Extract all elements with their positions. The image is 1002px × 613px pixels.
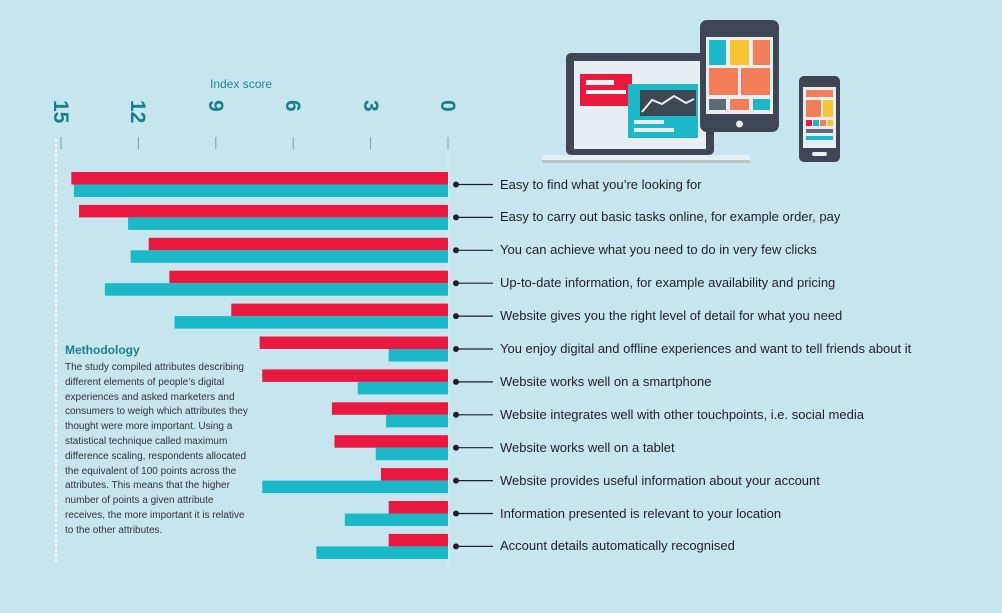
category-label: Website provides useful information abou… — [500, 472, 820, 488]
bar-red — [262, 369, 448, 382]
bar-teal — [316, 546, 448, 559]
category-label: Website works well on a tablet — [500, 439, 675, 455]
bar-teal — [388, 349, 448, 362]
bar-red — [334, 435, 448, 448]
bar-teal — [104, 283, 449, 296]
bar-red — [380, 468, 448, 481]
bar-red — [388, 533, 448, 547]
bar-teal — [130, 250, 448, 263]
bar-teal — [174, 316, 448, 329]
category-label: Up-to-date information, for example avai… — [500, 275, 836, 291]
laptop-icon — [542, 53, 750, 163]
category-label: Information presented is relevant to you… — [500, 505, 782, 521]
bar-teal — [386, 414, 448, 428]
methodology-title: Methodology — [65, 343, 140, 357]
axis-title: Index score — [210, 77, 273, 91]
category-label: You enjoy digital and offline experience… — [500, 341, 912, 356]
methodology-text: The study compiled attributes describing… — [65, 362, 248, 536]
bar-red — [331, 402, 448, 415]
smartphone-icon — [799, 76, 840, 162]
category-label: Account details automatically recognised — [500, 538, 735, 554]
bar-teal — [375, 447, 448, 461]
bar-red — [169, 270, 449, 284]
bar-teal — [262, 480, 448, 494]
tablet-icon — [700, 20, 779, 132]
category-label: Website works well on a smartphone — [500, 373, 712, 389]
bar-red — [71, 172, 448, 185]
category-label: You can achieve what you need to do in v… — [500, 242, 817, 258]
bar-red — [148, 237, 448, 251]
bar-teal — [128, 217, 448, 230]
category-label: Website gives you the right level of det… — [500, 308, 843, 324]
category-label: Easy to carry out basic tasks online, fo… — [500, 209, 841, 225]
category-label: Easy to find what you’re looking for — [500, 176, 702, 192]
bar-teal — [73, 184, 449, 197]
bar-teal — [344, 513, 448, 526]
bar-red — [388, 501, 448, 514]
bar-red — [231, 303, 448, 317]
methodology-box: Methodology The study compiled attribute… — [65, 343, 255, 539]
bar-red — [79, 204, 448, 218]
bar-red — [259, 336, 448, 349]
bar-teal — [357, 381, 448, 395]
category-label: Website integrates well with other touch… — [500, 406, 864, 422]
